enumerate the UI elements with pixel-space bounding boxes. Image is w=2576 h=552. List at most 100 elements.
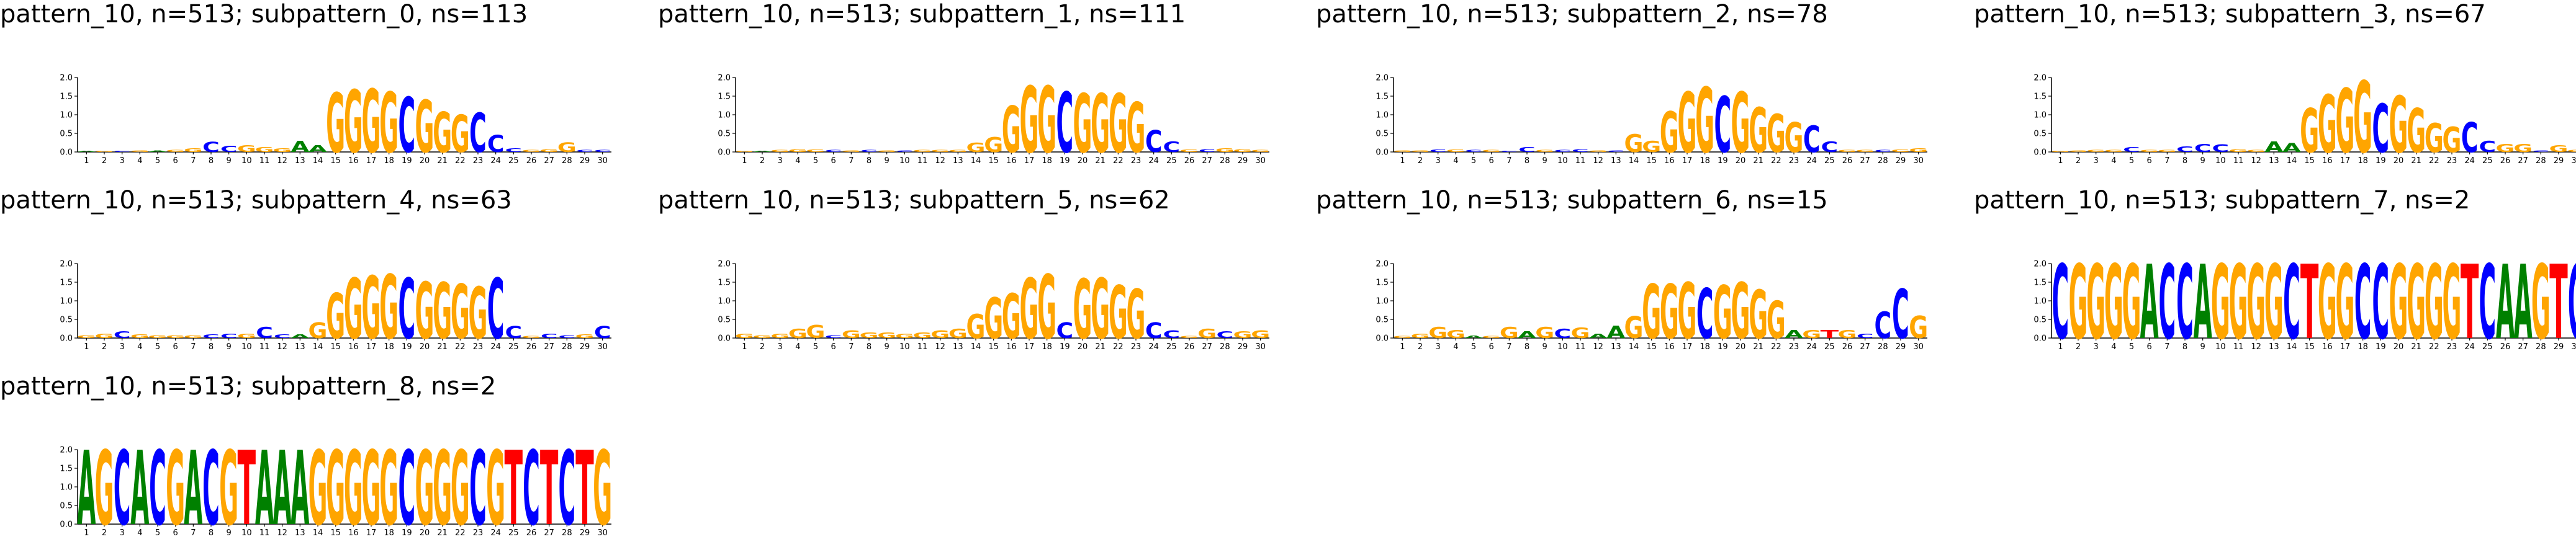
x-tick-label: 18: [384, 342, 394, 352]
x-tick-label: 16: [348, 528, 359, 538]
x-tick-label: 3: [778, 342, 783, 352]
x-tick-label: 28: [1878, 342, 1888, 352]
letter-c: C: [2568, 244, 2576, 363]
x-tick-label: 13: [953, 156, 963, 166]
letter-a: A: [290, 138, 309, 156]
letter-g: G: [1642, 138, 1661, 156]
letter-c: C: [1199, 149, 1216, 153]
x-tick-label: 25: [508, 528, 519, 538]
x-tick-label: 21: [1095, 156, 1106, 166]
x-tick-label: 5: [1471, 342, 1476, 352]
letter-g: G: [948, 327, 968, 342]
x-tick-label: 1: [742, 342, 747, 352]
letter-g: G: [930, 149, 950, 153]
x-tick-label: 18: [384, 156, 394, 166]
x-tick-label: 9: [885, 156, 889, 166]
y-tick-label: 0.0: [718, 334, 731, 344]
x-tick-label: 27: [2518, 156, 2528, 166]
letter-g: G: [1073, 262, 1092, 358]
x-tick-label: 19: [402, 528, 412, 538]
x-tick-label: 5: [155, 342, 160, 352]
x-tick-label: 30: [597, 342, 608, 352]
letter-g: G: [753, 334, 772, 339]
x-tick-label: 17: [1024, 156, 1035, 166]
letter-g: G: [2407, 244, 2426, 363]
letter-g: G: [237, 332, 256, 339]
letter-g: G: [77, 334, 96, 339]
y-tick-label: 1.5: [60, 278, 73, 288]
y-tick-label: 1.0: [2033, 111, 2047, 120]
logo-axes: 0.00.51.01.52.01 2 3 4 5 6 7 8 9 10 11 12 13 14 15 16 17…: [1376, 74, 1927, 166]
letter-g: G: [1446, 327, 1466, 341]
y-tick-label: 0.5: [60, 316, 73, 325]
letter-g: G: [2389, 244, 2408, 363]
x-tick-label: 25: [1824, 156, 1835, 166]
letter-g: G: [2104, 149, 2123, 153]
x-tick-label: 5: [813, 156, 818, 166]
letter-g: G: [966, 307, 986, 345]
letter-g: G: [1731, 76, 1750, 172]
x-tick-label: 6: [1489, 342, 1494, 352]
letter-g: G: [1180, 336, 1199, 339]
x-tick-label: 17: [366, 156, 377, 166]
letter-g: G: [1535, 324, 1554, 342]
x-tick-label: 23: [473, 528, 484, 538]
logo-axes: 0.00.51.01.52.01 2 3 4 5 6 7 8 9 10 11 12 13 14 15 16 17…: [60, 446, 611, 538]
letter-t: T: [2300, 244, 2318, 362]
x-tick-label: 19: [1060, 156, 1070, 166]
panel-title: pattern_10, n=513; subpattern_0, ns=113: [0, 0, 528, 29]
x-tick-label: 10: [899, 342, 910, 352]
letter-g: G: [1428, 324, 1448, 342]
x-tick-label: 14: [313, 156, 323, 166]
x-tick-label: 24: [490, 528, 501, 538]
letter-t: T: [540, 430, 558, 548]
letter-g: G: [1749, 277, 1768, 354]
letter-t: T: [1821, 327, 1839, 341]
letter-c: C: [594, 323, 611, 342]
letter-g: G: [1535, 149, 1554, 153]
logo-panel: pattern_10, n=513; subpattern_2, ns=78 0…: [1316, 0, 1961, 180]
x-tick-label: 28: [1220, 156, 1230, 166]
letter-g: G: [326, 430, 345, 549]
letter-c: C: [2052, 244, 2069, 363]
x-tick-label: 15: [2304, 156, 2315, 166]
x-tick-label: 27: [1202, 156, 1212, 166]
letter-c: C: [1163, 139, 1181, 156]
letter-g: G: [842, 150, 861, 153]
letter-c: C: [2479, 138, 2497, 156]
sequence-logo: 0.00.51.01.52.01 2 3 4 5 6 7 8 9 10 11 12 13 14 15 16 17…: [2033, 63, 2576, 176]
x-tick-label: 26: [2500, 342, 2511, 352]
letter-g: G: [1215, 148, 1235, 153]
x-tick-label: 14: [2287, 342, 2297, 352]
letter-g: G: [2264, 244, 2284, 363]
x-tick-label: 29: [1238, 342, 1248, 352]
letter-c: C: [1145, 318, 1163, 344]
y-tick-label: 0.0: [1376, 334, 1389, 344]
letter-g: G: [913, 149, 932, 153]
letter-c: C: [2372, 91, 2390, 167]
letter-c: C: [1056, 76, 1074, 172]
x-tick-label: 6: [831, 156, 836, 166]
letter-g: G: [1037, 69, 1056, 174]
x-tick-label: 21: [1753, 342, 1763, 352]
y-tick-label: 1.5: [60, 92, 73, 102]
letter-g: G: [1909, 148, 1928, 153]
letter-g: G: [1020, 69, 1039, 174]
y-tick-label: 1.5: [718, 278, 731, 288]
sequence-logo: 0.00.51.01.52.01 2 3 4 5 6 7 8 9 10 11 12 13 14 15 16 17…: [1376, 260, 1928, 357]
letter-g: G: [362, 259, 381, 358]
letter-c: C: [399, 262, 416, 358]
letter-g: G: [2353, 63, 2372, 176]
x-tick-label: 24: [1806, 156, 1817, 166]
x-tick-label: 21: [437, 528, 448, 538]
x-tick-label: 18: [2358, 156, 2368, 166]
x-tick-label: 21: [2411, 156, 2421, 166]
x-tick-label: 9: [227, 342, 232, 352]
letter-g: G: [1660, 101, 1679, 166]
x-tick-label: 20: [2394, 156, 2404, 166]
letter-g: G: [1002, 94, 1021, 167]
letter-g: G: [842, 329, 861, 341]
letter-g: G: [1855, 149, 1875, 153]
